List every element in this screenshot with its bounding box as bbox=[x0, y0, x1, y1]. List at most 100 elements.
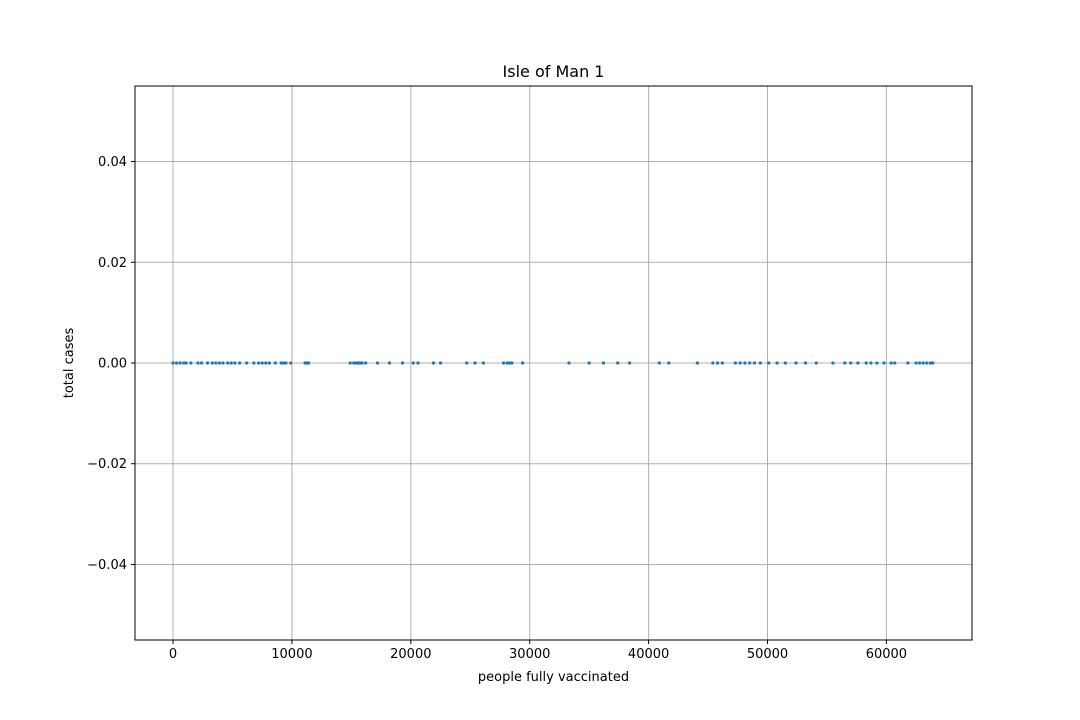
data-point bbox=[627, 361, 632, 365]
data-point bbox=[431, 361, 436, 365]
data-point bbox=[695, 361, 699, 365]
data-point bbox=[711, 361, 715, 365]
data-point bbox=[289, 361, 293, 365]
data-point bbox=[205, 361, 210, 365]
y-tick-label: 0.00 bbox=[98, 357, 127, 372]
data-point bbox=[507, 361, 512, 365]
data-point bbox=[767, 361, 771, 365]
y-tick-label: −0.04 bbox=[87, 558, 127, 573]
data-point bbox=[925, 361, 929, 365]
data-point bbox=[928, 361, 932, 365]
data-point bbox=[931, 361, 935, 365]
data-point bbox=[481, 361, 485, 365]
data-point bbox=[869, 361, 873, 365]
data-point bbox=[473, 361, 477, 365]
data-point bbox=[794, 361, 798, 365]
data-point bbox=[587, 361, 591, 365]
data-point bbox=[882, 361, 886, 365]
data-point bbox=[738, 361, 742, 365]
data-point bbox=[921, 361, 925, 365]
x-axis-label: people fully vaccinated bbox=[478, 670, 629, 685]
data-points bbox=[171, 361, 935, 365]
data-point bbox=[411, 361, 415, 365]
data-point bbox=[775, 361, 779, 365]
x-tick-label: 50000 bbox=[747, 647, 788, 662]
data-point bbox=[918, 361, 922, 365]
data-point bbox=[657, 361, 661, 365]
data-point bbox=[864, 361, 868, 365]
data-point bbox=[257, 361, 261, 365]
data-point bbox=[360, 361, 364, 365]
data-point bbox=[267, 361, 271, 365]
data-point bbox=[783, 361, 787, 365]
data-point bbox=[226, 361, 230, 365]
data-point bbox=[214, 361, 218, 365]
y-tick-label: 0.04 bbox=[98, 155, 127, 170]
data-point bbox=[199, 361, 204, 365]
data-point bbox=[465, 361, 469, 365]
data-point bbox=[264, 361, 268, 365]
data-point bbox=[667, 361, 671, 365]
data-point bbox=[758, 361, 762, 365]
data-point bbox=[501, 361, 506, 365]
data-point bbox=[282, 361, 286, 365]
data-point bbox=[416, 361, 420, 365]
data-point bbox=[171, 361, 175, 365]
chart-title: Isle of Man 1 bbox=[503, 62, 605, 81]
data-point bbox=[229, 361, 233, 365]
grid-lines bbox=[135, 86, 972, 640]
data-point bbox=[748, 361, 752, 365]
data-point bbox=[520, 361, 525, 365]
x-tick-label: 60000 bbox=[866, 647, 907, 662]
data-point bbox=[567, 361, 571, 365]
data-point bbox=[914, 361, 918, 365]
data-point bbox=[843, 361, 847, 365]
y-tick-label: 0.02 bbox=[98, 256, 127, 271]
data-point bbox=[856, 361, 860, 365]
data-point bbox=[182, 361, 186, 365]
data-point bbox=[284, 361, 288, 365]
x-tick-label: 10000 bbox=[271, 647, 312, 662]
data-point bbox=[893, 361, 897, 365]
data-point bbox=[175, 361, 179, 365]
data-point bbox=[752, 361, 757, 365]
data-point bbox=[720, 361, 724, 365]
data-point bbox=[849, 361, 853, 365]
data-point bbox=[189, 361, 193, 365]
data-point bbox=[889, 361, 893, 365]
data-point bbox=[438, 361, 443, 365]
data-point bbox=[616, 361, 620, 365]
x-tick-label: 20000 bbox=[390, 647, 431, 662]
data-point bbox=[387, 361, 392, 365]
x-tick-label: 40000 bbox=[628, 647, 669, 662]
data-point bbox=[375, 361, 380, 365]
data-point bbox=[306, 361, 311, 365]
data-point bbox=[743, 361, 747, 365]
data-point bbox=[505, 361, 509, 365]
data-point bbox=[233, 361, 237, 365]
data-point bbox=[260, 361, 264, 365]
data-point bbox=[831, 361, 835, 365]
y-tick-label: −0.02 bbox=[87, 457, 127, 472]
data-point bbox=[273, 361, 277, 365]
x-tick-label: 0 bbox=[169, 647, 177, 662]
data-point bbox=[178, 361, 182, 365]
data-point bbox=[348, 361, 352, 365]
data-point bbox=[364, 361, 368, 365]
data-point bbox=[400, 361, 405, 365]
data-point bbox=[906, 361, 910, 365]
data-point bbox=[733, 361, 738, 365]
data-point bbox=[238, 361, 242, 365]
data-point bbox=[221, 361, 225, 365]
data-point bbox=[245, 361, 249, 365]
y-axis-label: total cases bbox=[62, 328, 77, 399]
data-point bbox=[279, 361, 283, 365]
data-point bbox=[217, 361, 222, 365]
data-point bbox=[510, 361, 514, 365]
x-tick-label: 30000 bbox=[509, 647, 550, 662]
data-point bbox=[715, 361, 720, 365]
data-point bbox=[601, 361, 606, 365]
data-point bbox=[184, 361, 188, 365]
data-point bbox=[210, 361, 214, 365]
